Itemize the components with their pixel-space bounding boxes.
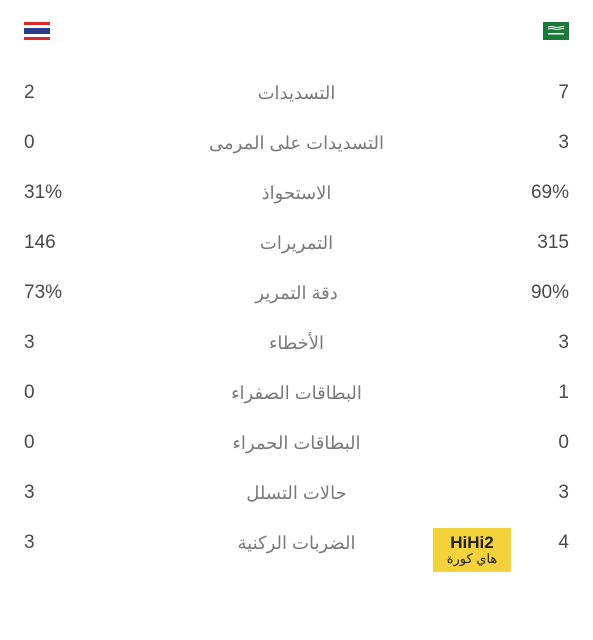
saudi-arabia-flag-icon	[543, 22, 569, 40]
stat-left-value: 31%	[24, 182, 84, 204]
stat-label: حالات التسلل	[84, 483, 509, 504]
stat-label: التسديدات	[84, 83, 509, 104]
stat-row: 73% دقة التمرير 90%	[24, 268, 569, 318]
watermark-badge: HiHi2 هاي كورة	[433, 528, 511, 572]
stat-label: دقة التمرير	[84, 283, 509, 304]
stat-right-value: 315	[509, 232, 569, 254]
stat-left-value: 3	[24, 532, 84, 554]
stat-left-value: 146	[24, 232, 84, 254]
stat-right-value: 90%	[509, 282, 569, 304]
stat-row: 3 الأخطاء 3	[24, 318, 569, 368]
match-stats-panel: 2 التسديدات 7 0 التسديدات على المرمى 3 3…	[0, 0, 593, 568]
watermark-title: HiHi2	[450, 534, 493, 553]
watermark-subtitle: هاي كورة	[447, 552, 498, 566]
stat-row: 3 حالات التسلل 3	[24, 468, 569, 518]
stat-row: 146 التمريرات 315	[24, 218, 569, 268]
flags-row	[24, 18, 569, 68]
stat-right-value: 3	[509, 332, 569, 354]
stat-right-value: 4	[509, 532, 569, 554]
stat-right-value: 7	[509, 82, 569, 104]
stat-left-value: 0	[24, 432, 84, 454]
stat-left-value: 0	[24, 382, 84, 404]
stat-label: الاستحواذ	[84, 183, 509, 204]
stat-row: 0 التسديدات على المرمى 3	[24, 118, 569, 168]
stat-left-value: 73%	[24, 282, 84, 304]
stat-right-value: 3	[509, 132, 569, 154]
stat-left-value: 3	[24, 332, 84, 354]
stat-right-value: 1	[509, 382, 569, 404]
thailand-flag-icon	[24, 22, 50, 40]
stat-left-value: 3	[24, 482, 84, 504]
stat-left-value: 0	[24, 132, 84, 154]
stat-right-value: 3	[509, 482, 569, 504]
stat-row: 0 البطاقات الحمراء 0	[24, 418, 569, 468]
stats-list: 2 التسديدات 7 0 التسديدات على المرمى 3 3…	[24, 68, 569, 568]
stat-right-value: 0	[509, 432, 569, 454]
stat-label: البطاقات الصفراء	[84, 383, 509, 404]
stat-left-value: 2	[24, 82, 84, 104]
stat-right-value: 69%	[509, 182, 569, 204]
stat-row: 31% الاستحواذ 69%	[24, 168, 569, 218]
stat-row: 0 البطاقات الصفراء 1	[24, 368, 569, 418]
stat-label: الأخطاء	[84, 333, 509, 354]
stat-label: البطاقات الحمراء	[84, 433, 509, 454]
stat-label: التمريرات	[84, 233, 509, 254]
stat-row: 2 التسديدات 7	[24, 68, 569, 118]
stat-label: التسديدات على المرمى	[84, 133, 509, 154]
